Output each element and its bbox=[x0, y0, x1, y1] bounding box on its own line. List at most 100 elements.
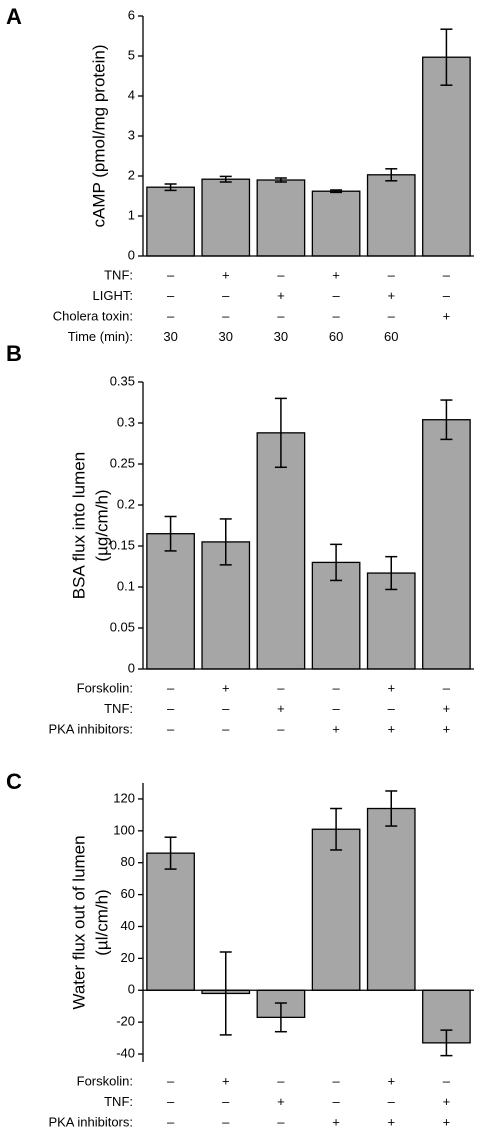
panel-letter: C bbox=[6, 769, 22, 794]
y-axis-label: Water flux out of lumen bbox=[69, 835, 88, 1009]
condition-value: + bbox=[387, 680, 395, 695]
y-axis-label: (µl/cm/h) bbox=[92, 889, 111, 955]
condition-label: Cholera toxin: bbox=[53, 308, 133, 323]
y-tick-label: 0.2 bbox=[117, 496, 135, 511]
y-tick-label: 0.1 bbox=[117, 578, 135, 593]
condition-value: – bbox=[388, 267, 396, 282]
condition-value: – bbox=[222, 308, 230, 323]
condition-value: 30 bbox=[219, 329, 233, 344]
condition-value: – bbox=[167, 1073, 175, 1088]
y-tick-label: 100 bbox=[113, 822, 135, 837]
y-tick-label: 0.15 bbox=[110, 537, 135, 552]
condition-value: + bbox=[387, 1114, 395, 1129]
y-tick-label: 0 bbox=[128, 982, 135, 997]
condition-value: – bbox=[388, 308, 396, 323]
condition-value: – bbox=[222, 1094, 230, 1109]
condition-value: – bbox=[222, 1114, 230, 1129]
condition-value: – bbox=[277, 1073, 285, 1088]
y-tick-label: 0 bbox=[128, 247, 135, 262]
condition-value: + bbox=[222, 680, 230, 695]
condition-value: – bbox=[277, 1114, 285, 1129]
condition-value: 60 bbox=[384, 329, 398, 344]
condition-value: + bbox=[443, 1094, 451, 1109]
y-tick-label: 3 bbox=[128, 127, 135, 142]
bar bbox=[422, 419, 471, 670]
y-tick-label: 1 bbox=[128, 207, 135, 222]
condition-value: + bbox=[277, 288, 285, 303]
bar bbox=[146, 186, 195, 257]
y-tick-label: -40 bbox=[116, 1045, 135, 1060]
bar bbox=[366, 572, 416, 670]
y-tick-label: 40 bbox=[121, 918, 135, 933]
condition-value: – bbox=[167, 680, 175, 695]
condition-value: – bbox=[388, 701, 396, 716]
condition-value: – bbox=[277, 308, 285, 323]
y-axis-label: cAMP (pmol/mg protein) bbox=[89, 45, 108, 228]
condition-label: Time (min): bbox=[68, 329, 133, 344]
condition-value: – bbox=[443, 288, 451, 303]
condition-value: – bbox=[167, 721, 175, 736]
condition-value: – bbox=[167, 267, 175, 282]
condition-value: – bbox=[222, 701, 230, 716]
y-tick-label: 60 bbox=[121, 886, 135, 901]
condition-value: + bbox=[387, 288, 395, 303]
bar bbox=[256, 179, 306, 257]
panel-letter: B bbox=[6, 341, 22, 366]
y-tick-label: 0 bbox=[128, 660, 135, 675]
condition-value: 30 bbox=[163, 329, 177, 344]
condition-value: + bbox=[332, 1114, 340, 1129]
condition-value: – bbox=[332, 1094, 340, 1109]
condition-value: – bbox=[332, 701, 340, 716]
condition-value: + bbox=[443, 308, 451, 323]
bar bbox=[146, 533, 195, 670]
bar bbox=[201, 178, 251, 257]
condition-label: LIGHT: bbox=[93, 288, 133, 303]
y-tick-label: 0.35 bbox=[110, 373, 135, 388]
bar bbox=[366, 807, 416, 991]
condition-value: – bbox=[332, 680, 340, 695]
condition-value: + bbox=[332, 267, 340, 282]
y-axis-label: (µg/cm/h) bbox=[92, 489, 111, 561]
condition-value: + bbox=[443, 721, 451, 736]
bar bbox=[311, 190, 361, 257]
condition-value: + bbox=[443, 701, 451, 716]
y-tick-label: -20 bbox=[116, 1014, 135, 1029]
condition-value: – bbox=[167, 1114, 175, 1129]
y-tick-label: 2 bbox=[128, 167, 135, 182]
bar bbox=[366, 174, 416, 257]
condition-value: – bbox=[277, 721, 285, 736]
condition-label: Forskolin: bbox=[77, 680, 133, 695]
condition-value: – bbox=[167, 1094, 175, 1109]
y-tick-label: 0.25 bbox=[110, 455, 135, 470]
condition-value: – bbox=[277, 267, 285, 282]
condition-value: + bbox=[387, 721, 395, 736]
condition-label: Forskolin: bbox=[77, 1073, 133, 1088]
bar bbox=[422, 56, 471, 257]
panel-letter: A bbox=[6, 4, 22, 29]
condition-value: + bbox=[277, 701, 285, 716]
condition-label: PKA inhibitors: bbox=[48, 1114, 133, 1129]
y-tick-label: 5 bbox=[128, 47, 135, 62]
condition-value: 60 bbox=[329, 329, 343, 344]
condition-label: TNF: bbox=[104, 1094, 133, 1109]
condition-value: 30 bbox=[274, 329, 288, 344]
condition-value: + bbox=[222, 267, 230, 282]
y-axis-label: BSA flux into lumen bbox=[69, 452, 88, 599]
y-tick-label: 20 bbox=[121, 950, 135, 965]
bar bbox=[311, 828, 361, 991]
y-tick-label: 4 bbox=[128, 87, 135, 102]
condition-value: – bbox=[222, 288, 230, 303]
condition-value: – bbox=[332, 288, 340, 303]
condition-value: – bbox=[443, 1073, 451, 1088]
condition-value: – bbox=[167, 288, 175, 303]
bar bbox=[146, 852, 195, 991]
condition-value: – bbox=[332, 1073, 340, 1088]
condition-value: + bbox=[277, 1094, 285, 1109]
condition-value: + bbox=[443, 1114, 451, 1129]
condition-value: – bbox=[277, 680, 285, 695]
condition-label: PKA inhibitors: bbox=[48, 721, 133, 736]
condition-value: – bbox=[222, 721, 230, 736]
bar bbox=[256, 432, 306, 670]
y-tick-label: 120 bbox=[113, 790, 135, 805]
